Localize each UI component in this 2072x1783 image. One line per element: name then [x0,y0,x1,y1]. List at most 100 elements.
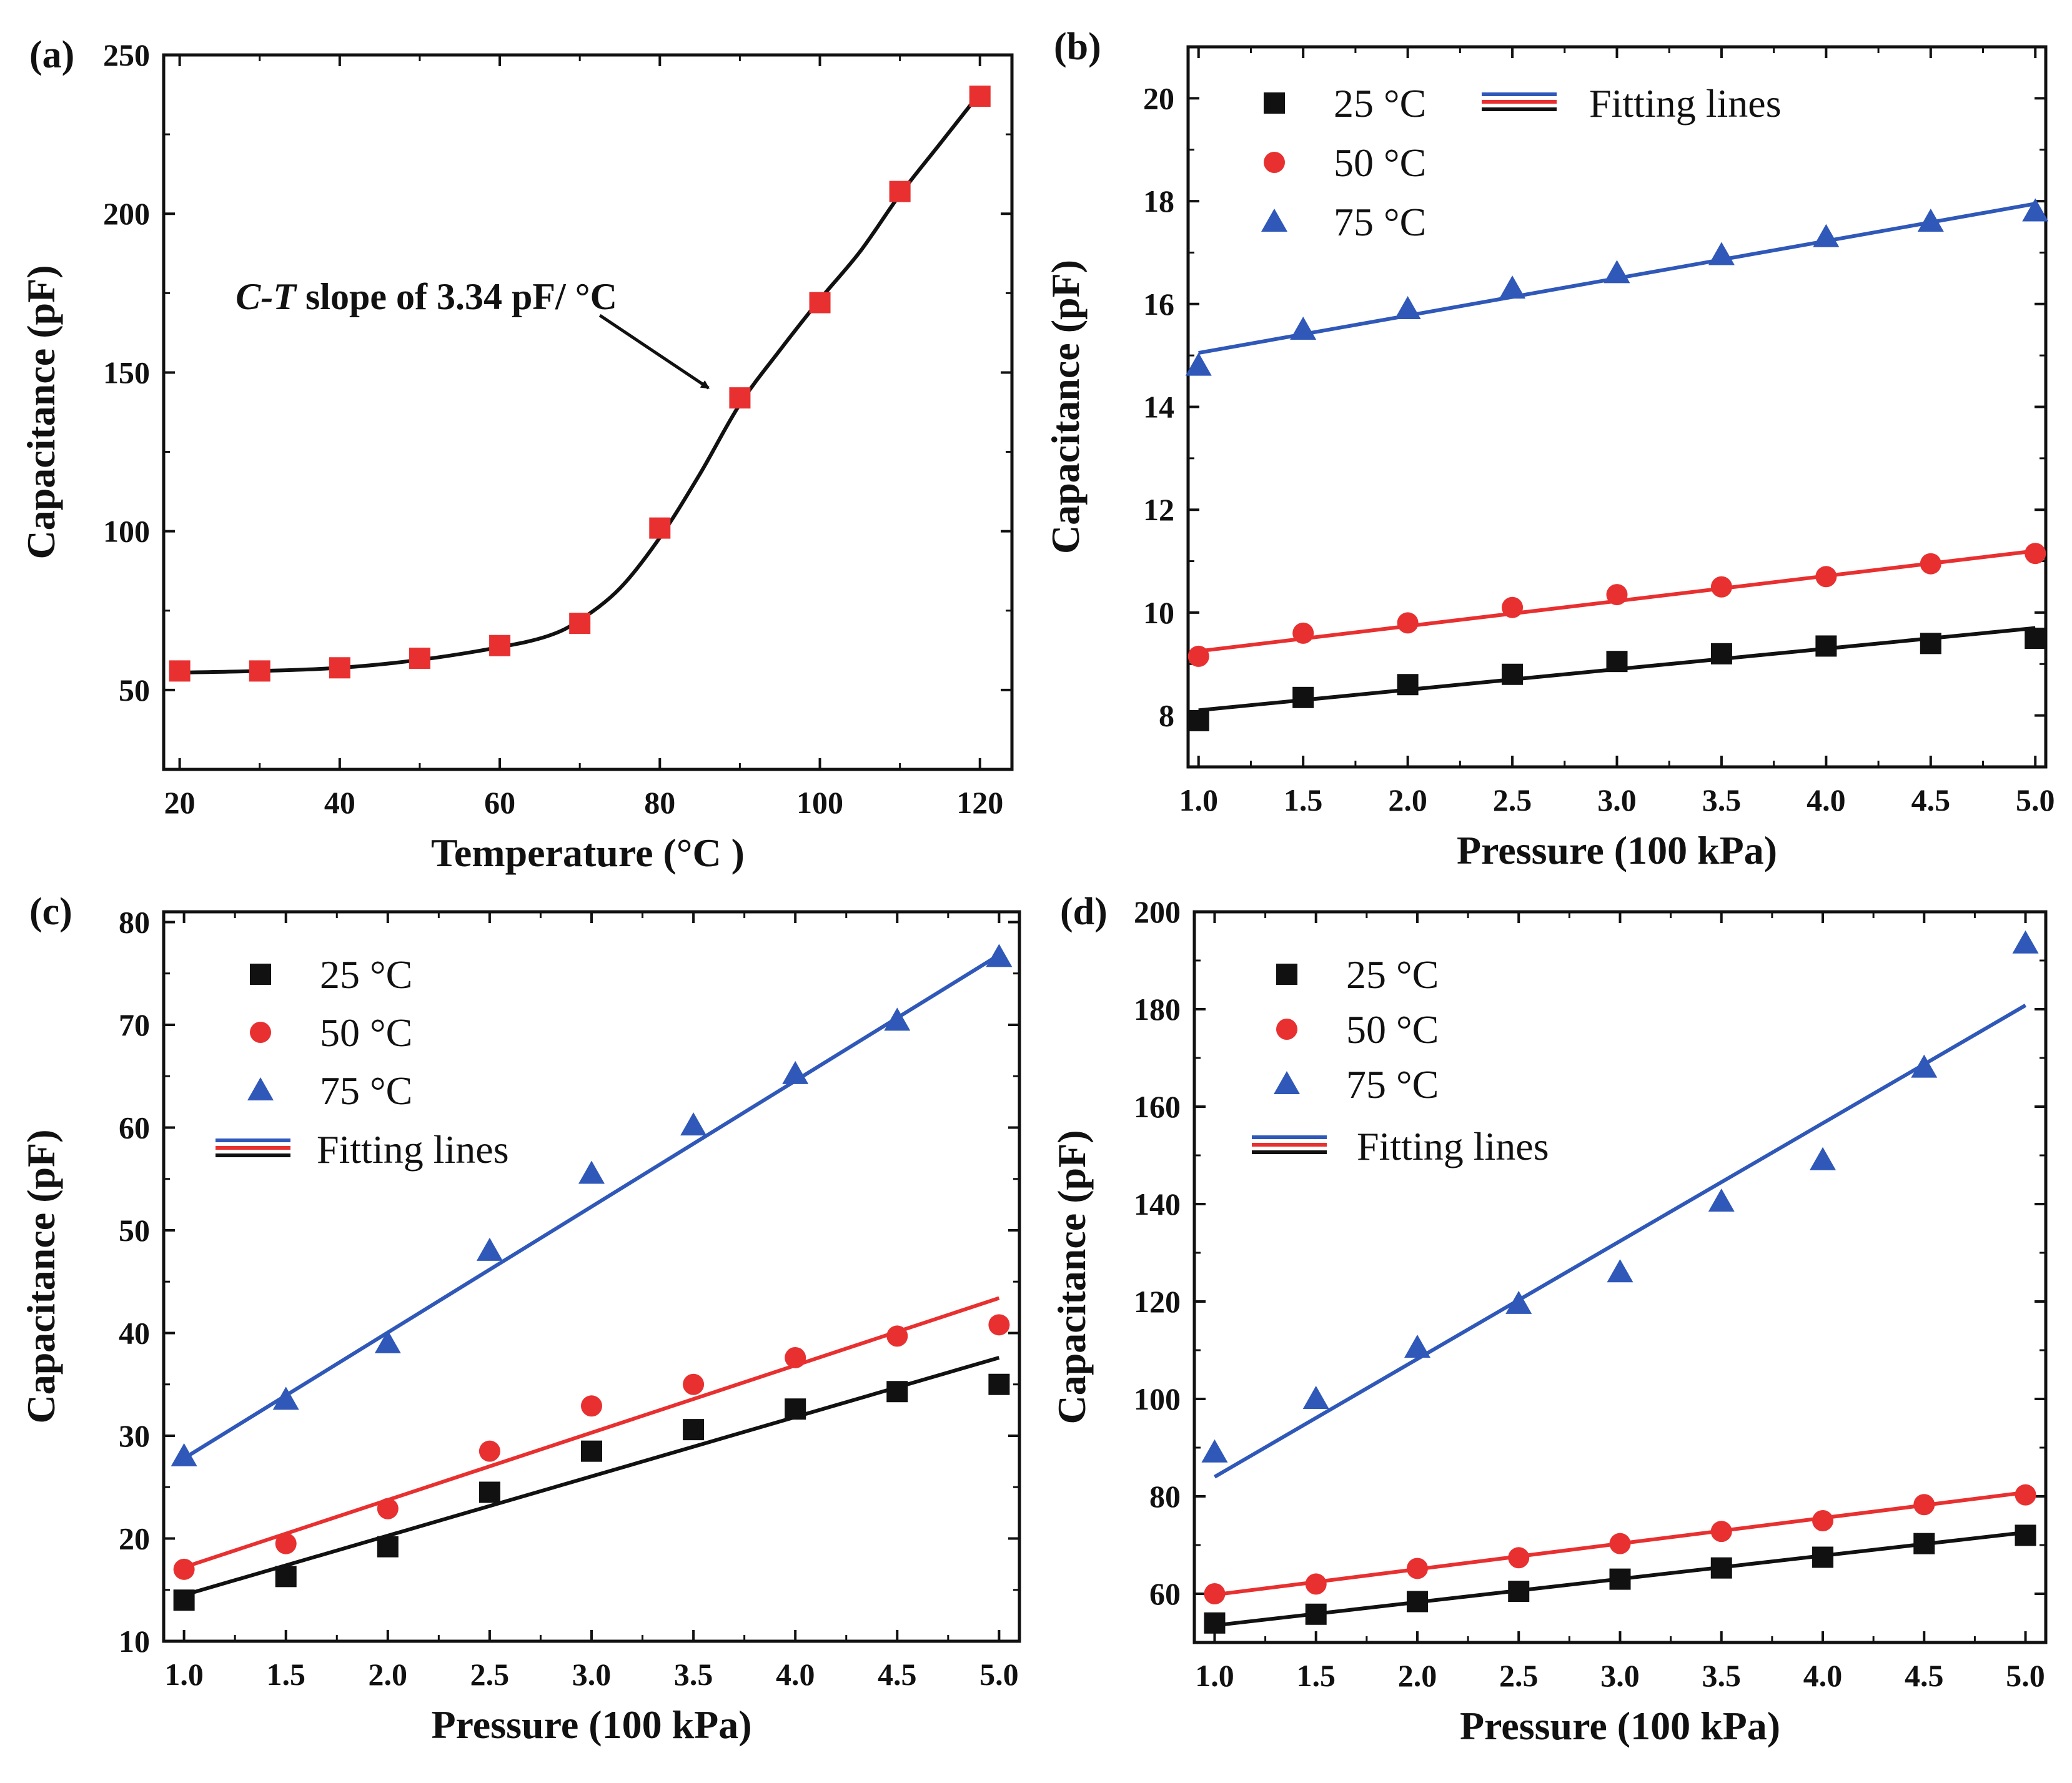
data-point [1305,1603,1327,1625]
y-tick-label: 20 [1143,81,1174,116]
x-axis-title: Pressure (100 kPa) [1460,1704,1780,1748]
x-tick-label: 1.5 [1284,783,1323,817]
data-point [1710,643,1732,664]
data-point [1913,1494,1935,1516]
y-tick-label: 160 [1134,1089,1181,1124]
y-axis-title: Capacitance (pF) [19,265,63,559]
data-point [1710,1557,1732,1579]
data-point [569,613,591,635]
data-point [1708,1188,1735,1212]
x-tick-label: 1.0 [164,1657,204,1692]
x-axis-title: Pressure (100 kPa) [1457,828,1777,872]
data-point [1609,1533,1631,1554]
legend-label: 50 °C [1334,141,1426,185]
data-point [1609,1568,1631,1590]
data-point [1913,1533,1935,1554]
legend-marker [1276,1019,1297,1040]
data-point [1397,674,1419,696]
annotation-text: C-T slope of 3.34 pF/ °C [235,276,617,317]
data-point [889,180,911,202]
data-point [1815,635,1837,657]
data-point [409,648,430,669]
x-tick-label: 80 [644,785,675,820]
data-point [1812,1510,1834,1531]
data-point [275,1566,297,1588]
y-tick-label: 60 [119,1110,150,1145]
legend-marker [1264,152,1285,173]
y-tick-label: 180 [1134,992,1181,1027]
data-point [809,292,831,314]
y-tick-label: 40 [119,1315,150,1350]
data-point [969,86,991,107]
data-point [1710,576,1732,598]
x-tick-label: 60 [484,785,515,820]
data-point [1505,1290,1532,1314]
legend-label: 50 °C [320,1010,412,1055]
data-point [1920,553,1941,575]
y-axis-title: Capacitance (pF) [19,1129,63,1423]
legend-marker [1264,92,1285,114]
y-tick-label: 150 [103,355,150,390]
fit-line [183,953,1000,1460]
x-tick-label: 100 [796,785,843,820]
y-tick-label: 140 [1134,1187,1181,1222]
data-point [782,1060,809,1084]
data-point [2012,930,2039,954]
x-tick-label: 5.0 [979,1657,1019,1692]
x-tick-label: 2.0 [369,1657,408,1692]
x-tick-label: 4.5 [1905,1658,1944,1693]
panel-a: 20 40 60 80 100 120 50 100 150 200 250 Temperature … [19,34,1014,875]
legend-label: 25 °C [1334,81,1426,126]
x-tick-label: 4.5 [878,1657,917,1692]
data-point [377,1536,399,1558]
data-point [1917,209,1944,232]
fit-line [183,1296,1000,1569]
legend-marker [1276,964,1297,985]
x-tick-label: 1.5 [266,1657,305,1692]
y-tick-label: 50 [119,673,150,708]
data-point [886,1325,908,1347]
y-tick-label: 100 [1134,1381,1181,1416]
y-tick-label: 250 [103,37,150,72]
data-point [1397,612,1419,634]
data-point [680,1112,707,1136]
data-point [2015,1524,2036,1546]
x-tick-label: 3.0 [572,1657,612,1692]
data-point [785,1346,806,1368]
x-tick-label: 5.0 [2006,1658,2045,1693]
y-tick-label: 120 [1134,1284,1181,1319]
data-point [884,1007,911,1031]
data-point [1813,224,1840,247]
data-point [1201,1439,1228,1463]
data-point [578,1160,605,1184]
legend-label: 75 °C [1334,200,1426,244]
data-point [581,1395,602,1417]
panel-label: (a) [29,34,74,76]
data-point [886,1381,908,1403]
data-point [988,1373,1010,1395]
x-tick-label: 2.5 [1499,1658,1539,1693]
data-point [785,1398,806,1420]
data-point [1920,633,1941,654]
legend-label: 50 °C [1346,1007,1439,1052]
data-point [249,660,270,682]
legend-marker [250,964,271,985]
x-tick-label: 2.5 [470,1657,510,1692]
data-point [1815,566,1837,588]
y-tick-label: 10 [1143,595,1174,630]
data-point [683,1419,705,1441]
plot-frame [162,53,1014,771]
x-axis-title: Temperature (°C ) [431,831,745,875]
data-point [478,1481,500,1503]
data-point [581,1440,602,1462]
legend-fit-label: Fitting lines [1357,1124,1549,1168]
data-point [1710,1521,1732,1543]
data-point [171,1443,197,1466]
y-tick-label: 200 [103,196,150,231]
annotation-arrow [598,314,710,390]
legend-marker [250,1022,271,1043]
data-point [1204,1612,1226,1634]
panel-b: 1.0 1.5 2.0 2.5 3.0 3.5 4.0 4.5 5.0 8 10 12 14 16 18 20… [1043,26,2055,872]
data-point [683,1373,705,1395]
